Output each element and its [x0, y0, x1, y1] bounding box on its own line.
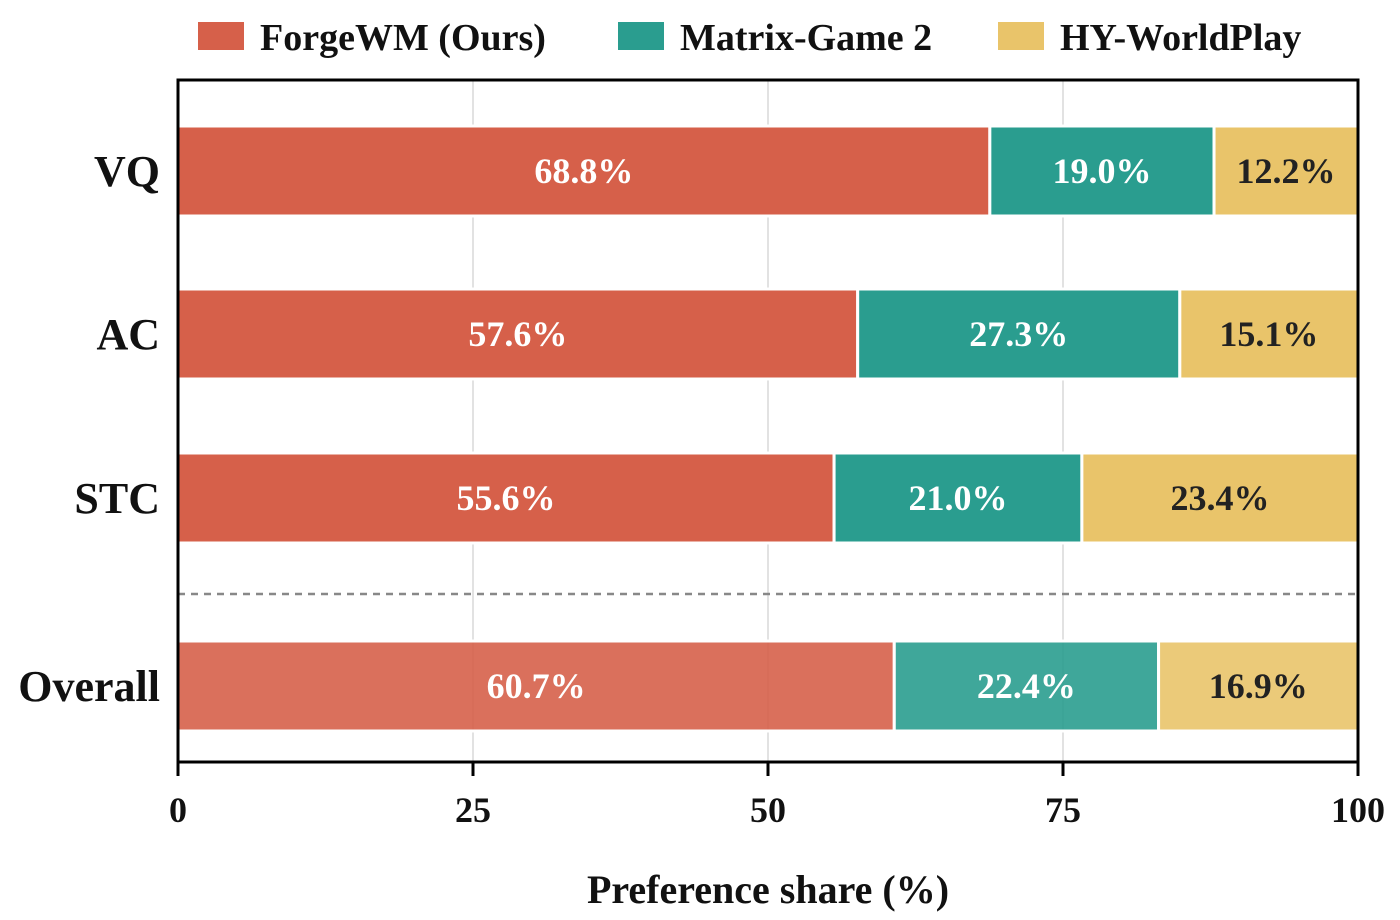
bar-segment: [832, 451, 1084, 545]
y-axis: VQ AC STC Overall: [18, 147, 160, 711]
data-label: 16.9%: [1209, 666, 1308, 706]
category-label: Overall: [18, 662, 160, 711]
bar-segment: [1178, 287, 1360, 381]
bar-segment: [176, 124, 992, 218]
bar-segment: [176, 287, 860, 381]
x-axis: 0 25 50 75 100: [169, 762, 1385, 830]
legend-label: ForgeWM (Ours): [260, 17, 546, 59]
bar-segment: [1080, 451, 1360, 545]
data-label: 55.6%: [457, 478, 556, 518]
data-label: 12.2%: [1237, 151, 1336, 191]
x-tick-label: 50: [750, 790, 786, 830]
data-label: 15.1%: [1219, 314, 1318, 354]
x-tick-label: 25: [455, 790, 491, 830]
x-tick-label: 100: [1331, 790, 1385, 830]
data-label: 19.0%: [1052, 151, 1151, 191]
bars: 68.8% 19.0% 12.2% 57.6% 27.3% 15.1% 55.6% 21.0%…: [176, 124, 1360, 733]
data-label: 23.4%: [1170, 478, 1269, 518]
legend-label: HY-WorldPlay: [1060, 17, 1301, 59]
data-label: 27.3%: [969, 314, 1068, 354]
x-tick-label: 75: [1045, 790, 1081, 830]
bar-segment: [1212, 124, 1360, 218]
data-label: 57.6%: [468, 314, 567, 354]
bar-segment: [1157, 639, 1360, 733]
category-label: AC: [96, 310, 160, 359]
legend-label: Matrix-Game 2: [680, 17, 932, 59]
data-label: 22.4%: [977, 666, 1076, 706]
legend-swatch: [618, 22, 664, 50]
category-label: STC: [74, 474, 160, 523]
x-tick-label: 0: [169, 790, 187, 830]
bar-segment: [892, 639, 1161, 733]
legend: ForgeWM (Ours) Matrix-Game 2 HY-WorldPlay: [198, 17, 1301, 59]
data-label: 21.0%: [908, 478, 1007, 518]
bar-segment: [856, 287, 1182, 381]
legend-swatch: [198, 22, 244, 50]
legend-swatch: [998, 22, 1044, 50]
data-label: 68.8%: [534, 151, 633, 191]
category-label: VQ: [94, 147, 160, 196]
x-axis-title: Preference share (%): [587, 867, 949, 912]
data-label: 60.7%: [487, 666, 586, 706]
